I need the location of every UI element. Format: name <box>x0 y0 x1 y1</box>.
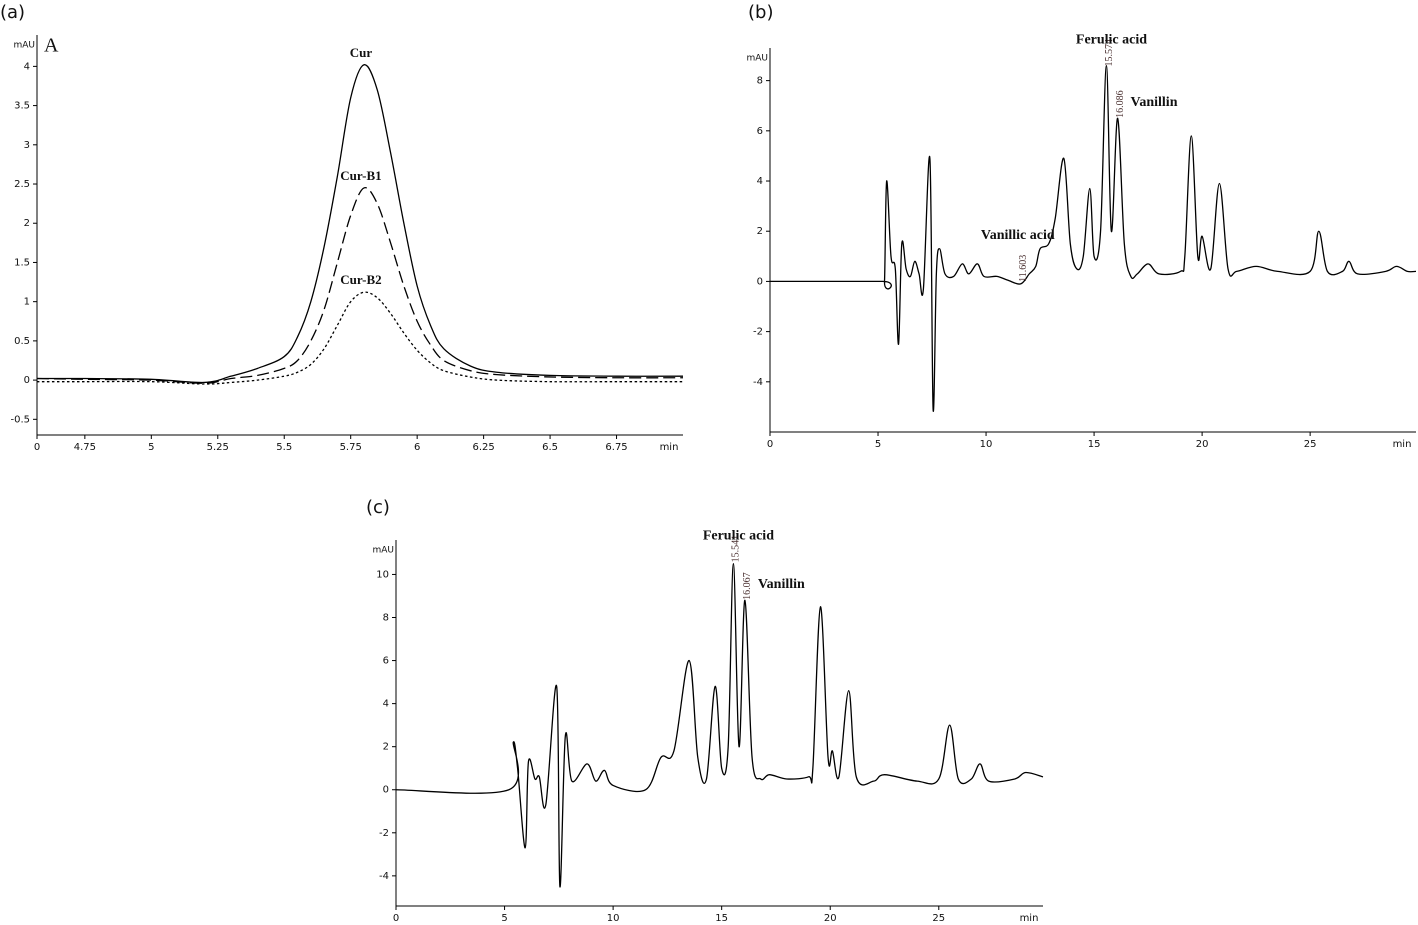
x-tick-label: 15 <box>715 913 728 924</box>
x-tick-label: 20 <box>824 913 837 924</box>
y-tick-label: 2 <box>24 218 30 229</box>
x-tick-label: 10 <box>607 913 620 924</box>
trace <box>395 563 1044 888</box>
trace <box>770 64 1417 413</box>
y-tick-label: -4 <box>753 377 763 388</box>
x-axis-label: min <box>1020 913 1039 924</box>
panel-label: (c) <box>366 497 390 518</box>
y-tick-label: 6 <box>757 126 763 137</box>
x-tick-label: 5 <box>501 913 507 924</box>
retention-time: 11.603 <box>1018 255 1029 282</box>
x-tick-label: 6 <box>414 442 420 453</box>
y-tick-label: 2 <box>757 226 763 237</box>
y-tick-label: 2 <box>383 742 389 753</box>
retention-time: 15.541 <box>731 535 742 563</box>
y-tick-label: 4 <box>757 176 763 187</box>
y-tick-label: 0.5 <box>14 336 30 347</box>
x-tick-label: 6.5 <box>542 442 558 453</box>
x-tick-label: 5.5 <box>276 442 292 453</box>
y-tick-label: 1 <box>24 297 30 308</box>
peak-label: Vanillin <box>1131 95 1178 110</box>
y-tick-label: -0.5 <box>10 414 30 425</box>
y-tick-label: 0 <box>24 375 30 386</box>
retention-time: 16.086 <box>1115 90 1126 118</box>
y-tick-label: 8 <box>757 76 763 87</box>
panel-label: (a) <box>0 2 25 23</box>
y-axis-label: mAU <box>746 54 768 64</box>
y-axis-label: mAU <box>372 546 394 556</box>
x-tick-label: 6.25 <box>472 442 494 453</box>
x-tick-label: 25 <box>932 913 945 924</box>
y-tick-label: 10 <box>376 569 389 580</box>
x-tick-label: 4.75 <box>74 442 96 453</box>
peak-label: Ferulic acid <box>703 529 774 544</box>
x-tick-label: 20 <box>1196 439 1209 450</box>
x-tick-label: 0 <box>767 439 773 450</box>
y-axis-label: mAU <box>13 41 35 51</box>
x-tick-label: 5 <box>875 439 881 450</box>
y-tick-label: 1.5 <box>14 257 30 268</box>
trace <box>36 64 684 384</box>
x-tick-label: 5.75 <box>340 442 362 453</box>
x-tick-label: 10 <box>980 439 993 450</box>
x-axis-label: min <box>1393 439 1412 450</box>
y-tick-label: 6 <box>383 656 389 667</box>
y-tick-label: 8 <box>383 613 389 624</box>
x-axis-label: min <box>660 442 679 453</box>
x-tick-label: 6.75 <box>605 442 627 453</box>
trace <box>36 187 684 384</box>
x-tick-label: 5.25 <box>207 442 229 453</box>
series-label: Cur-B1 <box>340 168 381 183</box>
y-tick-label: 3 <box>24 140 30 151</box>
panel-label: (b) <box>748 2 773 23</box>
y-tick-label: -4 <box>379 871 389 882</box>
y-tick-label: -2 <box>753 327 763 338</box>
y-tick-label: -2 <box>379 828 389 839</box>
x-tick-label: 15 <box>1088 439 1101 450</box>
x-tick-label: 5 <box>148 442 154 453</box>
y-tick-label: 0 <box>757 276 763 287</box>
y-tick-label: 2.5 <box>14 179 30 190</box>
trace <box>37 291 683 385</box>
x-tick-label: 0 <box>393 913 399 924</box>
y-tick-label: 3.5 <box>14 101 30 112</box>
y-tick-label: 0 <box>383 785 389 796</box>
peak-label: Vanillic acid <box>981 228 1055 243</box>
peak-label: Vanillin <box>758 577 805 592</box>
y-tick-label: 4 <box>24 61 30 72</box>
retention-time: 16.067 <box>742 572 753 600</box>
x-tick-label: 25 <box>1304 439 1317 450</box>
series-label: Cur <box>350 45 373 60</box>
peak-label: Ferulic acid <box>1076 33 1147 48</box>
panel-letter: A <box>44 35 59 57</box>
series-label: Cur-B2 <box>340 272 381 287</box>
y-tick-label: 4 <box>383 699 389 710</box>
retention-time: 15.574 <box>1104 39 1115 67</box>
x-tick-label: 0 <box>34 442 40 453</box>
